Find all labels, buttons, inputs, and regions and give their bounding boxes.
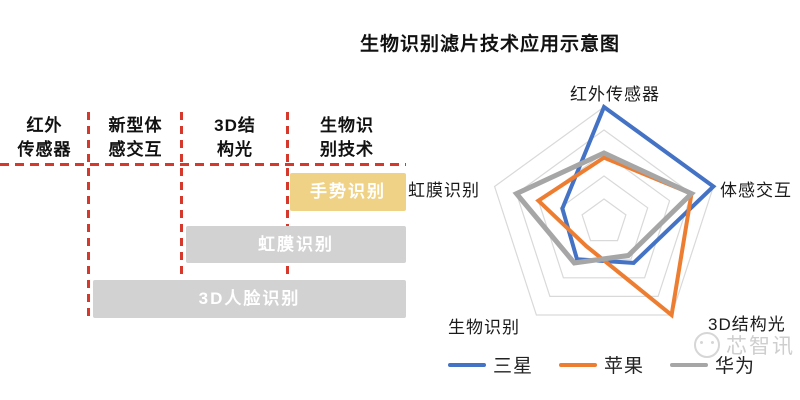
page-title: 生物识别滤片技术应用示意图 <box>359 34 620 55</box>
legend-item-apple: 苹果 <box>559 351 644 378</box>
timeline-column-header-structured-light: 3D结 构光 <box>214 116 256 159</box>
radar-axis-label-biometric: 生物识别 <box>448 318 520 337</box>
watermark-text: 芯智讯 <box>726 335 795 358</box>
radar-axis-label-somatosensory: 体感交互 <box>720 181 792 200</box>
timeline-bar-label: 手势识别 <box>310 182 386 201</box>
legend-line-marker <box>670 362 709 367</box>
divider-line-vertical-1 <box>87 112 90 318</box>
timeline-bar-iris-recognition: 虹膜识别 <box>186 226 406 263</box>
timeline-column-header-somatosensory: 新型体 感交互 <box>108 116 163 159</box>
legend-line-marker <box>559 362 598 367</box>
legend-label: 三星 <box>493 356 534 377</box>
radar-axis-label-structured-light: 3D结构光 <box>708 315 786 334</box>
radar-polygon-华为 <box>512 150 696 266</box>
radar-legend: 三星 苹果 华为 <box>448 351 755 378</box>
legend-label: 华为 <box>715 356 756 377</box>
legend-label: 苹果 <box>604 356 645 377</box>
timeline-bar-label: 3D人脸识别 <box>198 289 301 308</box>
timeline-column-header-infrared: 红外 传感器 <box>17 116 72 159</box>
timeline-bar-3d-face-recognition: 3D人脸识别 <box>93 280 406 318</box>
radar-series-polygons <box>512 103 717 319</box>
timeline-column-header-biometric: 生物识 别技术 <box>320 116 374 159</box>
legend-line-marker <box>448 362 486 367</box>
divider-line-horizontal <box>0 163 406 166</box>
radar-axis-label-infrared: 红外传感器 <box>570 85 660 104</box>
legend-item-huawei: 华为 <box>670 351 755 378</box>
timeline-bar-label: 虹膜识别 <box>258 235 334 254</box>
timeline-bar-gesture-recognition: 手势识别 <box>290 173 406 211</box>
radar-axis-label-iris: 虹膜识别 <box>408 181 480 200</box>
divider-line-vertical-2 <box>180 112 183 318</box>
radar-gridlines <box>493 106 715 316</box>
divider-line-vertical-3 <box>286 112 289 318</box>
legend-item-samsung: 三星 <box>448 351 533 378</box>
watermark-logo-icon <box>694 332 720 358</box>
watermark: 芯智讯 <box>694 330 795 360</box>
